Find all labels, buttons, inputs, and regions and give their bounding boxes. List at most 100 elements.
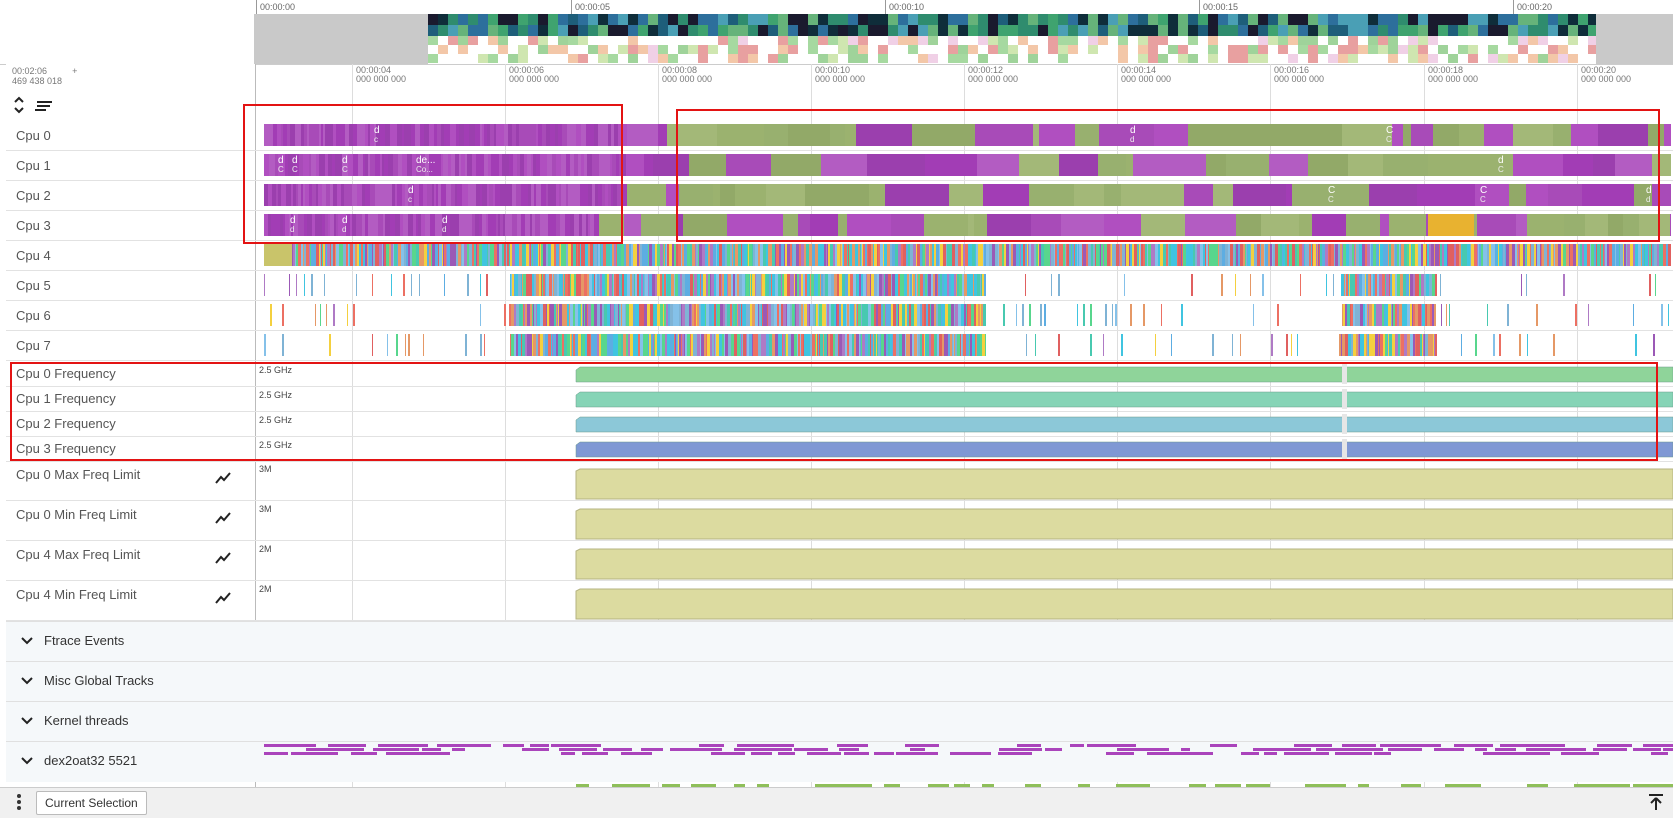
cpu-slice [1316,244,1317,266]
cpu-slice [906,334,907,356]
cpu-slice [536,184,541,206]
chevron-down-icon[interactable] [20,674,34,688]
group-row[interactable]: dex2oat32 5521 [6,741,1673,782]
cpu-slice [568,274,570,296]
cpu-slice [1474,244,1477,266]
group-row[interactable]: Misc Global Tracks [6,661,1673,702]
cpu-slice [578,154,581,176]
group-row[interactable]: Kernel threads [6,701,1673,742]
cpu-slice [466,184,468,206]
cpu-slice [365,244,367,266]
overview-cell [788,36,798,45]
cpu-slice [467,244,469,266]
cpu-slice [807,334,810,356]
cpu-slice [698,274,700,296]
cpu-slice [786,334,788,356]
line-chart-icon[interactable] [214,511,232,525]
cpu-slice [830,334,833,356]
cpu-slice [583,304,584,326]
cpu-slice [1668,244,1671,266]
cpu-slice [584,154,587,176]
cpu-slice [896,334,899,356]
cpu-slice [925,154,977,176]
cpu-slice [453,244,456,266]
cpu-slice [1101,244,1103,266]
cpu-slice [700,334,701,356]
more-vert-icon[interactable] [14,793,24,811]
row-divider [6,330,1673,331]
cpu-slice [697,304,699,326]
overview-heatmap[interactable] [428,14,1596,64]
overview-cell [768,25,778,36]
cpu-slice [1467,244,1470,266]
cpu-slice [636,334,638,356]
overview-cell [958,14,968,25]
cpu-slice [897,304,898,326]
cpu-slice [740,304,741,326]
cpu-slice [450,244,453,266]
cpu-slice [761,304,762,326]
cpu-slice [1492,244,1495,266]
cpu-slice [288,154,291,176]
cpu-slice [920,304,922,326]
line-chart-icon[interactable] [214,591,232,605]
chevron-down-icon[interactable] [20,634,34,648]
cpu-slice [1664,124,1671,146]
cpu-slice [892,274,893,296]
cpu-slice [1186,244,1187,266]
cpu-slice [679,334,681,356]
group-row[interactable]: Ftrace Events [6,621,1673,662]
chevron-down-icon[interactable] [20,714,34,728]
overview-cell [728,54,738,63]
overview-cell [548,25,558,36]
cpu-slice [543,334,545,356]
pin-top-icon[interactable] [1648,793,1664,811]
cpu-slice [330,214,334,236]
line-chart-icon[interactable] [214,551,232,565]
cpu-slice [1395,244,1397,266]
cpu-slice [837,304,839,326]
cpu-slice [459,214,462,236]
cpu-slice [393,244,394,266]
cpu-slice [494,244,497,266]
cpu-slice [1359,274,1362,296]
cpu-slice [746,334,747,356]
cpu-slice [889,304,891,326]
cpu-slice [610,154,612,176]
cpu-slice [1659,244,1660,266]
overview-cell [1518,45,1528,54]
cpu-slice [681,304,682,326]
cpu-slice [1505,244,1506,266]
cpu-slice [738,244,741,266]
cpu-slice [925,334,926,356]
chevron-down-icon[interactable] [20,754,34,768]
cpu-slice [493,184,495,206]
current-selection-tab[interactable]: Current Selection [36,791,147,815]
cpu-slice [523,304,524,326]
cpu-slice [748,304,750,326]
cpu-slice [691,304,692,326]
cpu-slice [756,334,758,356]
cpu-slice [591,274,592,296]
line-chart-icon[interactable] [214,471,232,485]
cpu-slice [809,304,810,326]
overview-timeline[interactable]: 00:00:00 00:00:05 00:00:10 00:00:15 00:00:20 [0,0,1673,65]
cpu-slice [673,304,676,326]
cpu-slice [828,334,830,356]
cpu-slice [332,154,335,176]
cpu-slice [742,304,743,326]
cpu-slice [312,184,316,206]
cpu-slice [961,334,962,356]
cpu-slice [451,184,455,206]
cpu-slice [821,244,824,266]
sort-icon[interactable] [35,100,53,112]
cpu-slice [510,334,511,356]
expand-collapse-icon[interactable] [12,93,26,117]
cpu-slice [319,124,321,146]
cpu-slice [1326,274,1327,296]
cpu-slice [522,244,525,266]
overview-cell [1388,14,1398,25]
dex2oat-track-content[interactable] [256,740,1673,787]
cpu-slice [1654,244,1657,266]
